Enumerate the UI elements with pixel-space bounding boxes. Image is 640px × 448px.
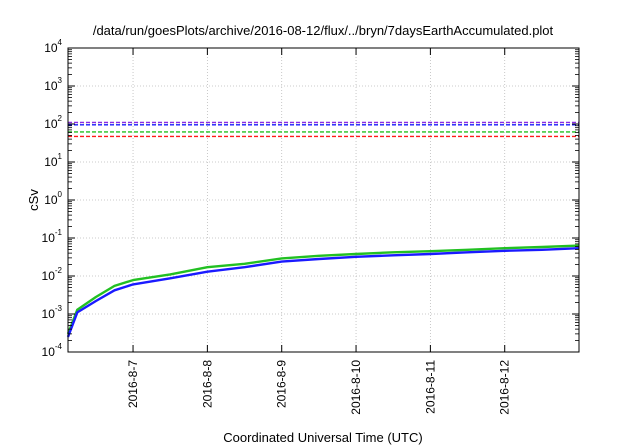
y-tick-label: 100 [44,190,62,207]
x-tick-label: 2016-8-7 [126,360,140,408]
grid-lines [68,48,579,352]
y-tick-exponent: 2 [58,114,63,123]
series-line [66,247,580,338]
y-tick-label: 10-3 [42,304,63,321]
y-tick-exponent: 0 [58,190,63,199]
y-axis-label: cSv [26,189,41,211]
y-tick-exponent: 4 [58,38,63,47]
series-line [66,244,580,335]
y-tick-base: 10 [42,231,56,245]
y-tick-base: 10 [44,193,58,207]
y-tick-label: 102 [44,114,62,131]
threshold-lines [68,121,579,138]
y-tick-label: 10-1 [42,228,63,245]
y-tick-label: 10-4 [42,342,63,359]
y-tick-base: 10 [42,269,56,283]
x-axis-ticks: 2016-8-7 2016-8-8 2016-8-9 2016-8-10 2016-8-… [126,48,512,415]
x-tick-label: 2016-8-8 [200,360,214,408]
y-tick-base: 10 [44,117,58,131]
y-tick-exponent: -4 [55,342,63,351]
y-tick-label: 10-2 [42,266,63,283]
x-tick-label: 2016-8-12 [498,360,512,415]
y-tick-base: 10 [44,41,58,55]
y-tick-label: 101 [44,152,62,169]
y-tick-exponent: 3 [58,76,63,85]
x-tick-label: 2016-8-10 [349,360,363,415]
data-series [66,244,580,338]
x-tick-label: 2016-8-9 [275,360,289,408]
y-tick-base: 10 [44,79,58,93]
x-axis-label: Coordinated Universal Time (UTC) [223,430,422,445]
y-tick-exponent: -2 [55,266,63,275]
y-tick-base: 10 [42,307,56,321]
y-tick-label: 104 [44,38,62,55]
y-tick-base: 10 [42,345,56,359]
chart-title: /data/run/goesPlots/archive/2016-08-12/f… [93,23,554,38]
y-tick-label: 103 [44,76,62,93]
y-tick-exponent: -1 [55,228,63,237]
y-tick-exponent: -3 [55,304,63,313]
x-tick-label: 2016-8-11 [423,360,437,414]
y-tick-base: 10 [44,155,58,169]
y-tick-exponent: 1 [58,152,63,161]
